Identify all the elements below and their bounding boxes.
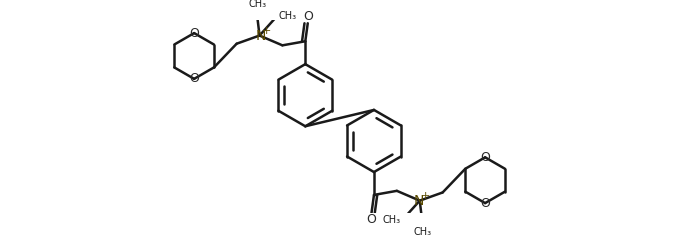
Text: N: N xyxy=(255,29,266,42)
Text: CH₃: CH₃ xyxy=(383,215,401,225)
Text: O: O xyxy=(189,27,199,40)
Text: +: + xyxy=(420,191,430,201)
Text: O: O xyxy=(189,72,199,85)
Text: O: O xyxy=(480,151,490,164)
Text: O: O xyxy=(480,197,490,210)
Text: CH₃: CH₃ xyxy=(279,11,297,21)
Text: CH₃: CH₃ xyxy=(413,227,431,236)
Text: O: O xyxy=(303,10,313,23)
Text: N: N xyxy=(414,194,424,208)
Text: O: O xyxy=(366,213,377,226)
Text: +: + xyxy=(262,26,272,36)
Text: CH₃: CH₃ xyxy=(248,0,266,9)
